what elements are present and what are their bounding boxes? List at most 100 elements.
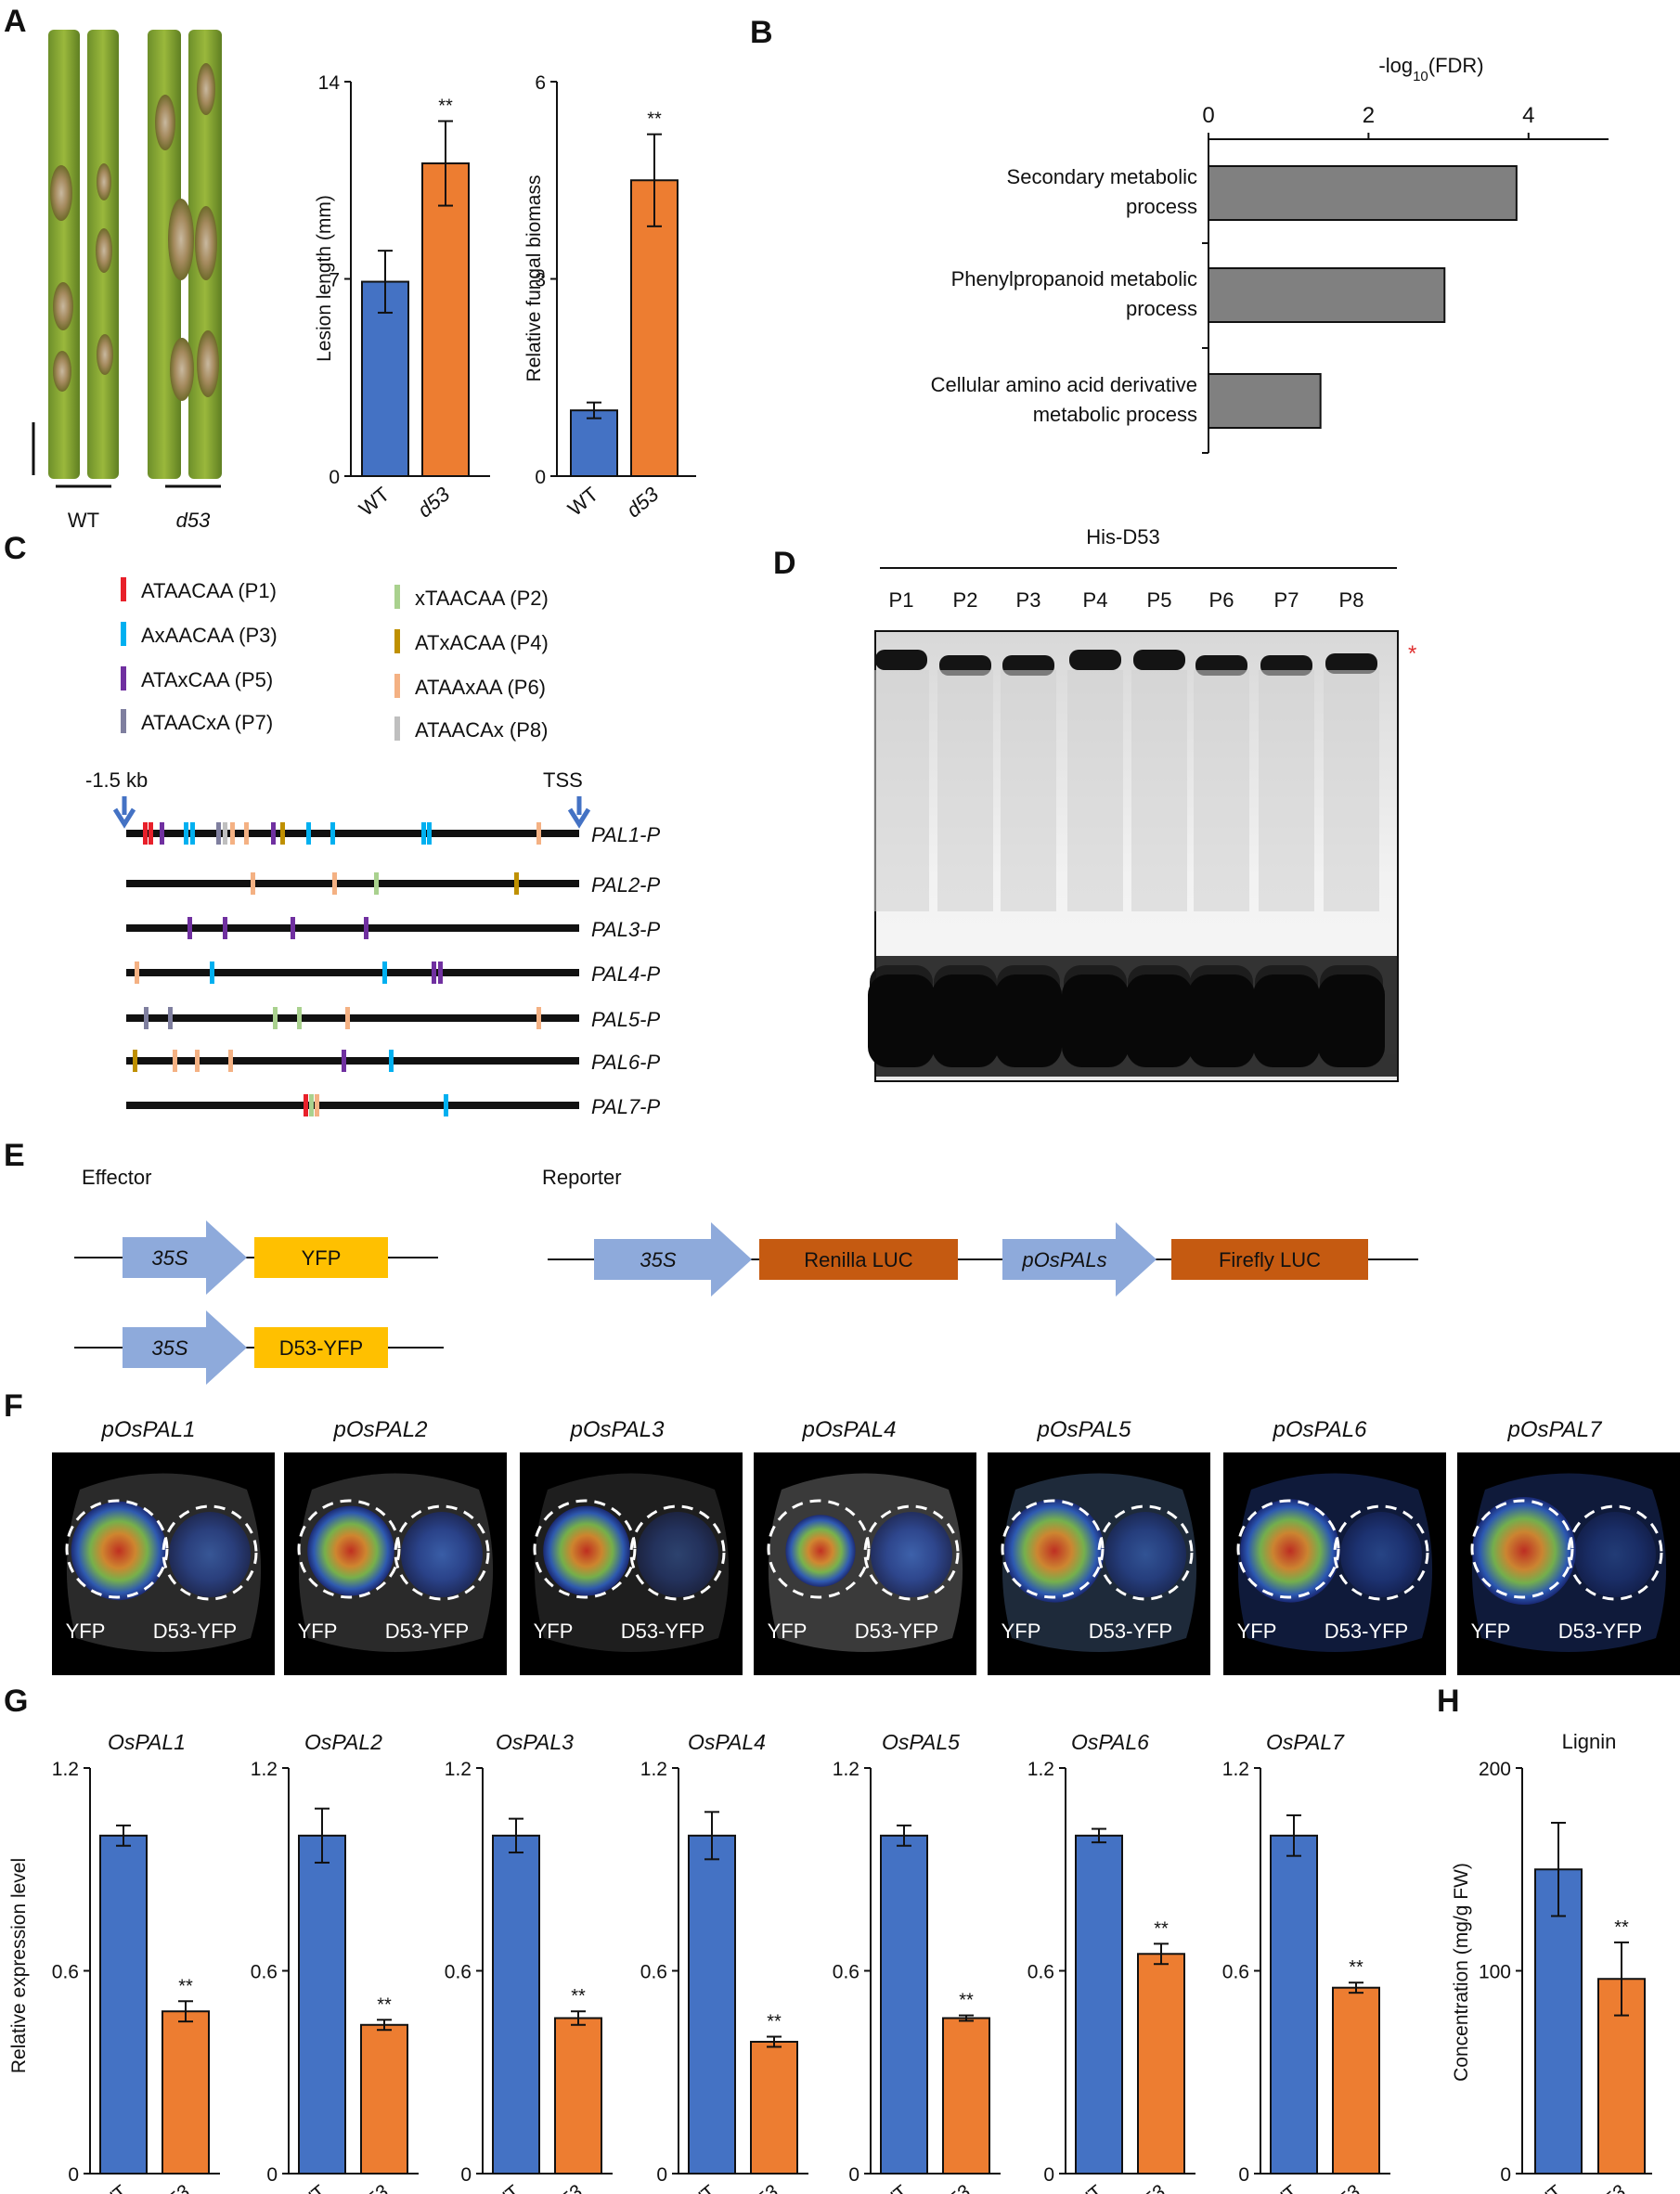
free-probe-core: [1188, 974, 1255, 1067]
promoter-line: [126, 1057, 579, 1065]
significance-label: **: [647, 110, 662, 130]
expression-chart-title: OsPAL1: [108, 1730, 186, 1754]
bar-wt: [1270, 1834, 1318, 2175]
d53-infiltration-circle: [394, 1504, 490, 1601]
y-tick-label: 1.2: [640, 1759, 667, 1780]
pospals-arrow-label: pOsPALs: [1021, 1248, 1106, 1271]
lane-label: P5: [1147, 588, 1172, 612]
yfp-label: YFP: [1237, 1620, 1277, 1643]
lane-smear: [1001, 670, 1056, 911]
luc-signal-d53: [169, 1512, 251, 1597]
category-label: WT: [683, 2181, 720, 2194]
d53-yfp-label: D53-YFP: [1558, 1620, 1642, 1643]
lane-label: P4: [1083, 588, 1108, 612]
d53-yfp-box: [254, 1327, 388, 1368]
gel-star: *: [1408, 641, 1416, 666]
construct-title: pOsPAL2: [333, 1417, 428, 1442]
d53-infiltration-circle: [629, 1504, 726, 1601]
y-axis-label: Lesion length (mm): [314, 195, 335, 362]
y-tick-label: 0: [266, 2164, 278, 2186]
panel-letter-g: G: [4, 1684, 28, 1719]
yfp-infiltration-circle: [1236, 1499, 1340, 1599]
expression-chart-title: OsPAL4: [688, 1730, 766, 1754]
free-probe-core: [1062, 974, 1129, 1067]
significance-label: **: [571, 1986, 586, 2007]
luc-signal-d53: [1105, 1512, 1186, 1597]
category-label: d53: [1326, 2181, 1365, 2194]
category-label: d53: [1592, 2181, 1631, 2194]
lane-label: P3: [1016, 588, 1041, 612]
expression-chart: 0 0.6 1.2 WT ** d53 OsPAL4: [640, 1730, 808, 2194]
expression-chart: 0 0.6 1.2 WT ** d53 OsPAL3: [445, 1730, 613, 2194]
renilla-box-label: Renilla LUC: [804, 1248, 912, 1271]
y-tick-label: 0.6: [1222, 1962, 1249, 1983]
expression-chart-title: OsPAL5: [882, 1730, 960, 1754]
promoter-35s-arrow: [123, 1310, 247, 1385]
significance-label: **: [1614, 1917, 1629, 1938]
promoter-line: [126, 969, 579, 976]
go-bar: [1208, 267, 1446, 323]
yfp-label: YFP: [66, 1620, 106, 1643]
lignin-chart: 0 100 200 WT ** d53 Lignin Concentration (mg/g …: [1451, 1730, 1652, 2194]
luc-signal-yfp: [71, 1501, 167, 1601]
leaf-label-wt: WT: [68, 509, 99, 532]
category-label: d53: [937, 2181, 976, 2194]
category-label: d53: [156, 2181, 195, 2194]
luc-signal-yfp: [1240, 1499, 1340, 1603]
y-tick-label: 0: [329, 467, 340, 488]
expression-chart: 0 0.6 1.2 WT ** d53 OsPAL1: [52, 1730, 220, 2194]
upper-band: [1069, 650, 1121, 670]
x-axis-label-subscript: 10: [1413, 69, 1428, 84]
upper-band: [1133, 650, 1185, 670]
motif-mark: [190, 822, 195, 845]
free-probe-core: [995, 974, 1062, 1067]
motif-mark: [184, 822, 188, 845]
reporter-35s-arrow-label: 35S: [640, 1248, 676, 1271]
significance-label: **: [959, 1991, 974, 2011]
free-probe-core: [1318, 974, 1385, 1067]
category-label: d53: [1131, 2181, 1170, 2194]
leaf-label-d53: d53: [176, 509, 211, 532]
bar-wt: [1075, 1834, 1123, 2175]
motif-mark: [210, 961, 214, 984]
motif-legend-label: ATAACAA (P1): [141, 579, 277, 602]
panel-letter-c: C: [4, 531, 27, 566]
promoter-35s-arrow-label: 35S: [151, 1246, 187, 1270]
y-tick-label: 0: [535, 467, 546, 488]
y-tick-label: 1.2: [251, 1759, 278, 1780]
motif-mark: [297, 1007, 302, 1029]
free-probe-core: [932, 974, 999, 1067]
promoter-line: [126, 1102, 579, 1109]
promoter-label: PAL2-P: [591, 873, 661, 897]
bar-d53: [942, 2017, 990, 2175]
motif-legend-swatch: [121, 666, 126, 690]
significance-label: **: [1349, 1957, 1363, 1978]
bar-d53: [1137, 1953, 1185, 2175]
motif-mark: [273, 1007, 278, 1029]
y-tick-label: 1.2: [52, 1759, 79, 1780]
panel-letter-e: E: [4, 1138, 25, 1173]
motif-mark: [309, 1094, 314, 1116]
motif-mark: [223, 917, 227, 939]
motif-mark: [187, 917, 192, 939]
d53-yfp-label: D53-YFP: [855, 1620, 938, 1643]
lane-smear: [873, 670, 929, 911]
category-label: WT: [487, 2181, 524, 2194]
expression-chart: 0 0.6 1.2 WT ** d53 OsPAL6: [1027, 1730, 1195, 2194]
motif-mark: [364, 917, 368, 939]
motif-legend-swatch: [121, 709, 126, 733]
motif-legend-swatch: [121, 577, 126, 601]
motif-mark: [223, 822, 227, 845]
bar-wt: [1534, 1868, 1583, 2175]
panel-letter-f: F: [4, 1388, 23, 1424]
luc-signal-yfp: [543, 1505, 630, 1596]
promoter-35s-arrow: [123, 1220, 247, 1295]
bar-d53: [162, 2010, 210, 2175]
d53-infiltration-circle: [162, 1504, 258, 1601]
bar-wt: [99, 1834, 148, 2175]
significance-label: **: [377, 1994, 392, 2015]
significance-label: **: [178, 1976, 193, 1996]
expression-chart: 0 0.6 1.2 WT ** d53 OsPAL5: [833, 1730, 1001, 2194]
bar-d53: [554, 2017, 602, 2175]
construct-title: pOsPAL1: [101, 1417, 196, 1442]
